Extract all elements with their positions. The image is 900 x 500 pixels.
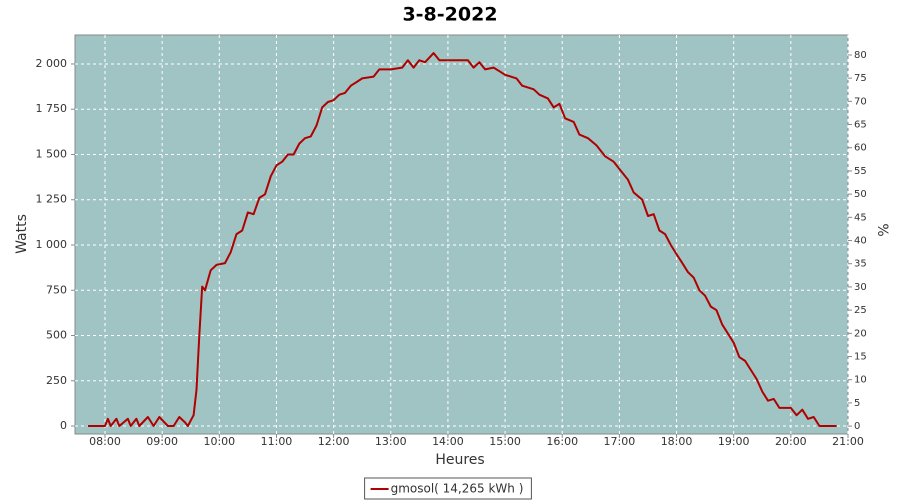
y2-tick-label: 70 bbox=[854, 96, 867, 107]
legend-box bbox=[364, 477, 532, 500]
x-axis-title: Heures bbox=[435, 452, 484, 468]
y-tick-label: 750 bbox=[46, 283, 67, 296]
legend-label: gmosol( 14,265 kWh ) bbox=[391, 482, 524, 496]
x-tick-label: 20:00 bbox=[775, 435, 807, 448]
y2-tick-label: 40 bbox=[854, 236, 867, 247]
y2-tick-label: 10 bbox=[854, 375, 867, 386]
y2-tick-label: 5 bbox=[854, 398, 860, 409]
y2-tick-label: 0 bbox=[854, 421, 860, 432]
chart-title: 3-8-2022 bbox=[402, 4, 497, 26]
x-tick-label: 10:00 bbox=[203, 435, 235, 448]
x-tick-label: 21:00 bbox=[832, 435, 864, 448]
legend: gmosol( 14,265 kWh ) bbox=[364, 477, 532, 500]
y2-tick-label: 80 bbox=[854, 50, 867, 61]
x-tick-label: 18:00 bbox=[661, 435, 693, 448]
y-tick-label: 0 bbox=[60, 419, 67, 432]
line-series bbox=[87, 52, 837, 427]
y-tick-label: 2 000 bbox=[36, 57, 68, 70]
y2-tick-label: 65 bbox=[854, 120, 867, 131]
x-tick-label: 13:00 bbox=[375, 435, 407, 448]
x-tick-label: 11:00 bbox=[261, 435, 293, 448]
y2-tick-label: 35 bbox=[854, 259, 867, 270]
x-tick-label: 14:00 bbox=[432, 435, 464, 448]
y2-tick-label: 45 bbox=[854, 212, 867, 223]
y-axis-title: Watts bbox=[14, 214, 30, 254]
y-tick-label: 1 500 bbox=[36, 147, 68, 160]
y-tick-label: 1 250 bbox=[36, 193, 68, 206]
y2-tick-label: 20 bbox=[854, 328, 867, 339]
y2-tick-label: 25 bbox=[854, 305, 867, 316]
y-tick-label: 1 000 bbox=[36, 238, 68, 251]
x-tick-label: 17:00 bbox=[604, 435, 636, 448]
x-tick-label: 16:00 bbox=[546, 435, 578, 448]
x-tick-label: 19:00 bbox=[718, 435, 750, 448]
y-tick-label: 250 bbox=[46, 374, 67, 387]
y2-tick-label: 50 bbox=[854, 189, 867, 200]
y2-axis-title: % bbox=[874, 223, 890, 236]
y2-tick-label: 30 bbox=[854, 282, 867, 293]
y2-tick-label: 60 bbox=[854, 143, 867, 154]
x-tick-label: 09:00 bbox=[146, 435, 178, 448]
plot-area bbox=[74, 34, 849, 435]
y-tick-label: 500 bbox=[46, 329, 67, 342]
x-tick-label: 08:00 bbox=[89, 435, 121, 448]
x-tick-label: 12:00 bbox=[318, 435, 350, 448]
y2-tick-label: 55 bbox=[854, 166, 867, 177]
y-tick-label: 1 750 bbox=[36, 102, 68, 115]
y2-tick-label: 15 bbox=[854, 352, 867, 363]
y2-tick-label: 75 bbox=[854, 73, 867, 84]
x-tick-label: 15:00 bbox=[489, 435, 521, 448]
